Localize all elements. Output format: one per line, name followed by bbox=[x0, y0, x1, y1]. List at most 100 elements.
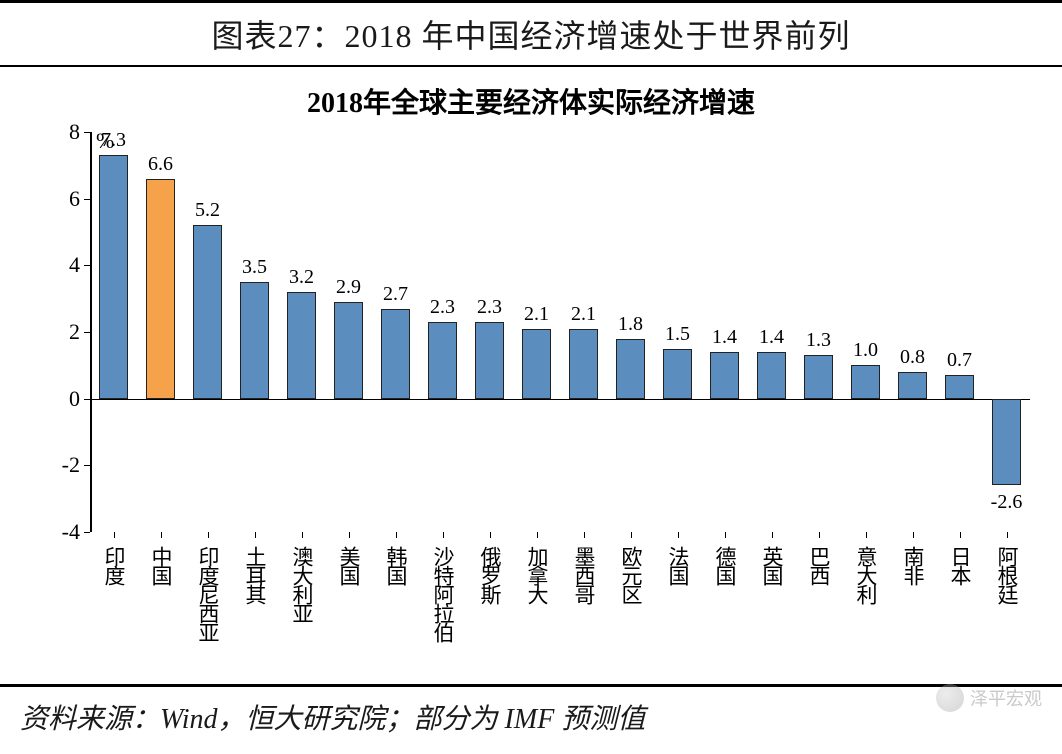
x-axis-label: 澳大利亚 bbox=[291, 546, 312, 622]
x-tick-mark bbox=[678, 532, 679, 538]
bar bbox=[146, 179, 175, 399]
bar-value-label: 2.1 bbox=[571, 303, 596, 326]
x-tick-mark bbox=[161, 532, 162, 538]
chart-title: 2018年全球主要经济体实际经济增速 bbox=[0, 81, 1062, 121]
x-axis-zero-line bbox=[90, 399, 1030, 401]
bar bbox=[663, 349, 692, 399]
bar bbox=[475, 322, 504, 399]
y-tick-mark bbox=[84, 265, 90, 266]
bar bbox=[334, 302, 363, 399]
y-tick-label: 0 bbox=[69, 386, 80, 412]
x-axis-label: 意大利 bbox=[855, 546, 876, 603]
bar-value-label: 1.4 bbox=[712, 326, 737, 349]
y-tick-mark bbox=[84, 465, 90, 466]
x-tick-mark bbox=[631, 532, 632, 538]
bar bbox=[569, 329, 598, 399]
bar bbox=[428, 322, 457, 399]
bar bbox=[710, 352, 739, 399]
bar-value-label: 0.8 bbox=[900, 346, 925, 369]
bar-value-label: 2.7 bbox=[383, 283, 408, 306]
x-tick-mark bbox=[725, 532, 726, 538]
y-axis bbox=[90, 132, 92, 532]
x-tick-mark bbox=[396, 532, 397, 538]
watermark-text: 泽平宏观 bbox=[970, 685, 1042, 711]
x-tick-mark bbox=[866, 532, 867, 538]
figure-header: 图表27：2018 年中国经济增速处于世界前列 bbox=[0, 0, 1062, 67]
x-axis-label: 德国 bbox=[714, 546, 735, 584]
x-axis-label: 墨西哥 bbox=[573, 546, 594, 603]
bar bbox=[99, 155, 128, 398]
bar bbox=[898, 372, 927, 399]
bar-value-label: 1.8 bbox=[618, 313, 643, 336]
bar-value-label: 3.5 bbox=[242, 256, 267, 279]
x-axis-label: 美国 bbox=[338, 546, 359, 584]
x-axis-label: 巴西 bbox=[808, 546, 829, 584]
x-axis-label: 印度 bbox=[103, 546, 124, 584]
bar bbox=[992, 399, 1021, 486]
x-axis-label: 沙特阿拉伯 bbox=[432, 546, 453, 641]
y-tick-label: 6 bbox=[69, 186, 80, 212]
source-line: 资料来源：Wind，恒大研究院；部分为 IMF 预测值 bbox=[0, 687, 1062, 747]
bar-value-label: 2.9 bbox=[336, 276, 361, 299]
bar-value-label: 2.1 bbox=[524, 303, 549, 326]
x-axis-label: 欧元区 bbox=[620, 546, 641, 603]
y-tick-mark bbox=[84, 332, 90, 333]
source-text: 资料来源：Wind，恒大研究院；部分为 IMF 预测值 bbox=[20, 704, 645, 735]
x-axis-label: 韩国 bbox=[385, 546, 406, 584]
bar-value-label: 1.5 bbox=[665, 323, 690, 346]
x-tick-mark bbox=[913, 532, 914, 538]
bar bbox=[616, 339, 645, 399]
x-tick-mark bbox=[490, 532, 491, 538]
x-tick-mark bbox=[349, 532, 350, 538]
bar bbox=[193, 225, 222, 398]
bar-value-label: 6.6 bbox=[148, 153, 173, 176]
x-tick-mark bbox=[960, 532, 961, 538]
x-tick-mark bbox=[819, 532, 820, 538]
bar-value-label: 1.0 bbox=[853, 339, 878, 362]
figure-title: 图表27：2018 年中国经济增速处于世界前列 bbox=[211, 18, 850, 54]
bar bbox=[757, 352, 786, 399]
bar-value-label: 2.3 bbox=[477, 296, 502, 319]
bar bbox=[240, 282, 269, 399]
x-axis-label: 土耳其 bbox=[244, 546, 265, 603]
y-tick-label: 4 bbox=[69, 252, 80, 278]
x-axis-label: 中国 bbox=[150, 546, 171, 584]
x-tick-mark bbox=[537, 532, 538, 538]
bar-value-label: 5.2 bbox=[195, 199, 220, 222]
bar-value-label: 2.3 bbox=[430, 296, 455, 319]
y-tick-mark bbox=[84, 532, 90, 533]
y-tick-mark bbox=[84, 399, 90, 400]
x-tick-mark bbox=[772, 532, 773, 538]
x-axis-label: 加拿大 bbox=[526, 546, 547, 603]
y-tick-label: -4 bbox=[62, 519, 80, 545]
x-axis-label: 俄罗斯 bbox=[479, 546, 500, 603]
chart-plot: -4-202468%7.3印度6.6中国5.2印度尼西亚3.5土耳其3.2澳大利… bbox=[90, 122, 1030, 682]
bar bbox=[851, 365, 880, 398]
x-axis-label: 英国 bbox=[761, 546, 782, 584]
y-tick-label: -2 bbox=[62, 452, 80, 478]
bar-value-label: 1.4 bbox=[759, 326, 784, 349]
wechat-icon bbox=[936, 684, 964, 712]
x-axis-label: 阿根廷 bbox=[996, 546, 1017, 603]
x-tick-mark bbox=[1007, 532, 1008, 538]
bar bbox=[522, 329, 551, 399]
y-tick-label: 2 bbox=[69, 319, 80, 345]
x-tick-mark bbox=[443, 532, 444, 538]
x-tick-mark bbox=[114, 532, 115, 538]
bar bbox=[287, 292, 316, 399]
bar bbox=[804, 355, 833, 398]
bar bbox=[381, 309, 410, 399]
x-axis-label: 法国 bbox=[667, 546, 688, 584]
bar-value-label: 1.3 bbox=[806, 329, 831, 352]
x-tick-mark bbox=[208, 532, 209, 538]
x-axis-label: 印度尼西亚 bbox=[197, 546, 218, 641]
x-axis-label: 日本 bbox=[949, 546, 970, 584]
bar-value-label: 3.2 bbox=[289, 266, 314, 289]
y-tick-mark bbox=[84, 199, 90, 200]
bar-value-label: 0.7 bbox=[947, 349, 972, 372]
chart-area: 2018年全球主要经济体实际经济增速 -4-202468%7.3印度6.6中国5… bbox=[0, 67, 1062, 687]
x-tick-mark bbox=[302, 532, 303, 538]
x-tick-mark bbox=[584, 532, 585, 538]
bar-value-label: -2.6 bbox=[991, 491, 1023, 514]
y-tick-label: 8 bbox=[69, 119, 80, 145]
